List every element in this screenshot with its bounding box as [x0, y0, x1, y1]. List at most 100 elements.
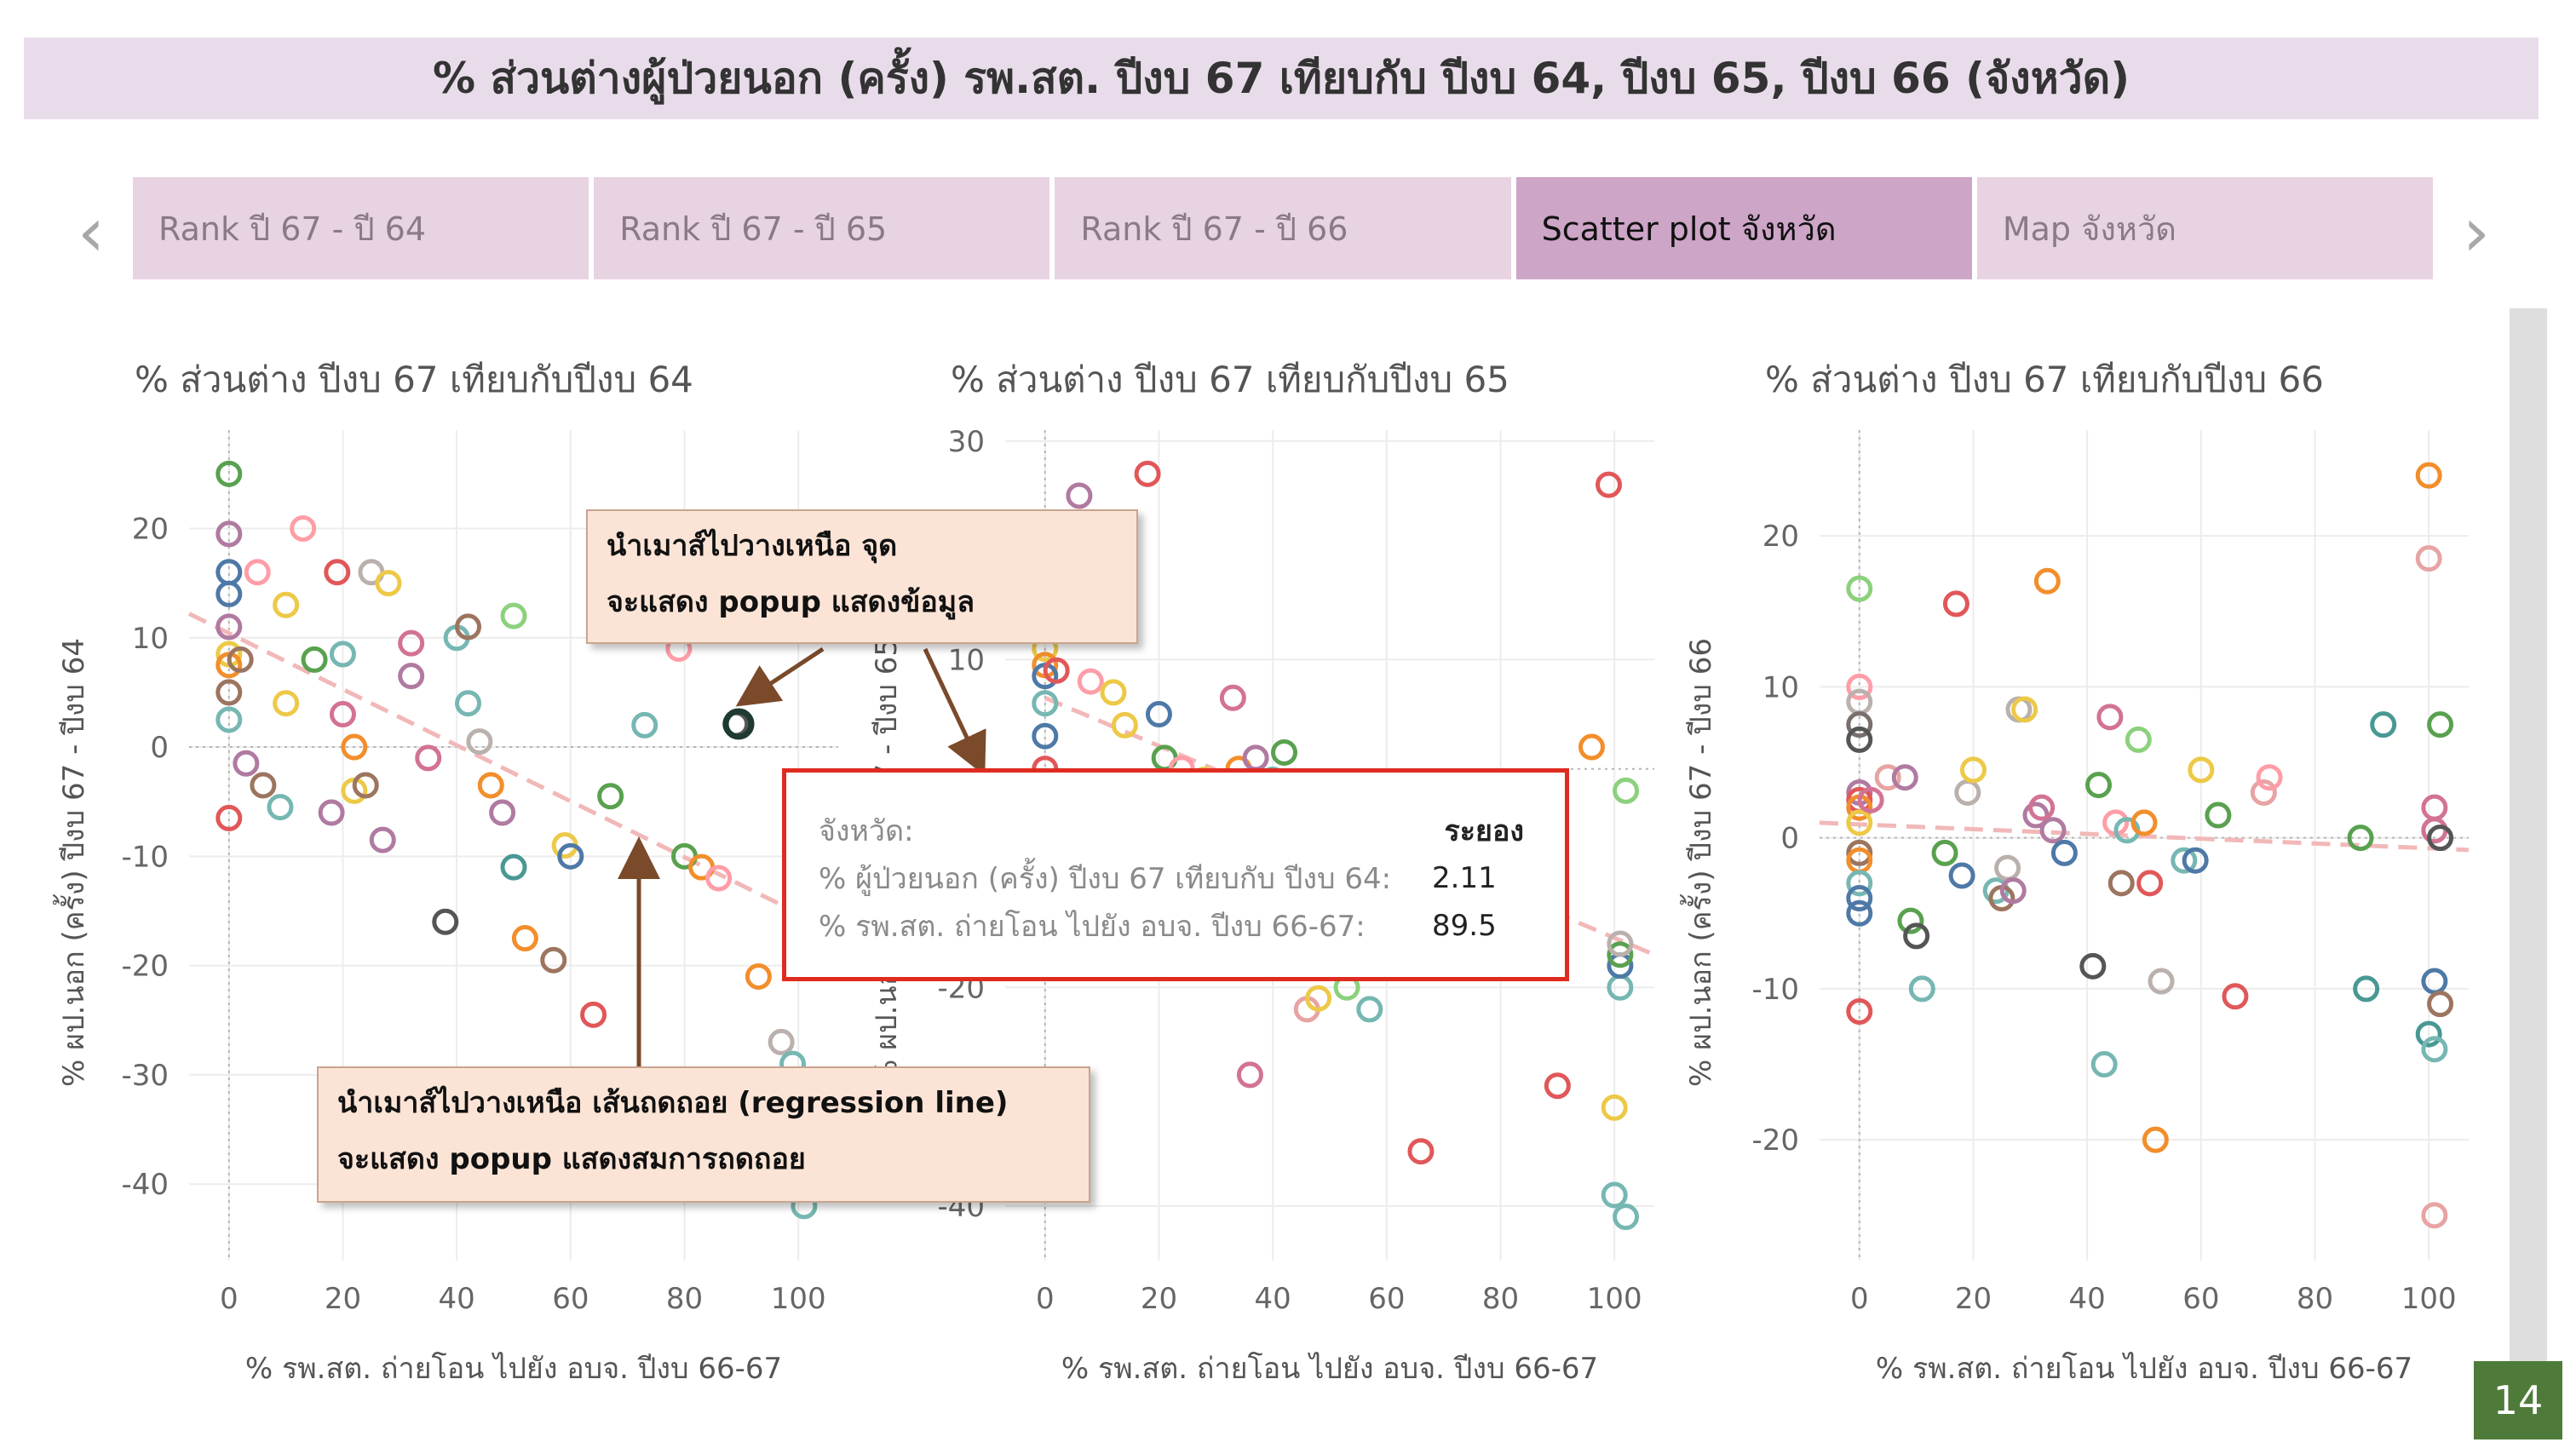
data-point	[250, 772, 277, 799]
data-point	[432, 908, 459, 935]
next-arrow-icon[interactable]: ›	[2463, 192, 2490, 272]
point-callout-line1: นำเมาส์ไปวางเหนือ จุด	[607, 529, 898, 563]
data-point	[2085, 772, 2113, 799]
x-axis-label: % รพ.สต. ถ่ายโอน ไปยัง อบจ. ปีงบ 66-67	[1876, 1352, 2412, 1386]
data-point	[2142, 1126, 2169, 1153]
data-point	[768, 1028, 795, 1055]
data-point	[2256, 764, 2283, 791]
data-point	[597, 783, 624, 810]
data-point	[369, 826, 396, 853]
data-point	[2148, 968, 2175, 995]
data-point	[273, 690, 300, 717]
tab-rank-67-65[interactable]: Rank ปี 67 - ปี 65	[594, 177, 1050, 279]
regression-line	[1819, 820, 2470, 853]
data-point	[466, 728, 493, 756]
x-tick-label: 40	[1255, 1282, 1291, 1316]
data-point	[1578, 733, 1605, 761]
data-point	[216, 804, 243, 831]
y-tick-label: 10	[1762, 670, 1799, 704]
data-point	[324, 559, 351, 586]
data-point	[2250, 779, 2277, 806]
data-point	[1931, 839, 1958, 866]
data-point	[455, 613, 482, 641]
data-point	[1236, 1061, 1263, 1089]
y-tick-label: -10	[121, 840, 169, 874]
tooltip-transfer-label: % รพ.สต. ถ่ายโอน ไปยัง อบจ. ปีงบ 66-67:	[819, 910, 1366, 944]
tooltip-row-opd: % ผู้ป่วยนอก (ครั้ง) ปีงบ 67 เทียบกับ ปี…	[819, 854, 1532, 902]
data-point	[2011, 696, 2038, 723]
data-point	[1846, 575, 1873, 602]
data-point	[1242, 744, 1269, 772]
data-point	[745, 962, 772, 990]
y-tick-label: 30	[948, 425, 985, 459]
tooltip-transfer-value: 89.5	[1432, 909, 1497, 943]
x-tick-label: 20	[325, 1282, 361, 1316]
data-point	[2107, 870, 2135, 897]
data-point	[540, 946, 567, 974]
data-point	[2222, 983, 2249, 1010]
data-point	[2415, 545, 2442, 572]
data-point	[216, 679, 243, 706]
data-point	[1613, 777, 1640, 804]
data-point	[1066, 482, 1093, 509]
tooltip-row-transfer: % รพ.สต. ถ่ายโอน ไปยัง อบจ. ปีงบ 66-67: …	[819, 902, 1532, 950]
x-tick-label: 100	[771, 1282, 826, 1316]
data-point	[216, 460, 243, 487]
data-point	[1544, 1072, 1571, 1100]
data-point	[477, 772, 504, 799]
data-point	[2415, 1020, 2442, 1048]
data-point	[1356, 996, 1383, 1023]
data-point	[273, 591, 300, 618]
x-tick-label: 40	[2069, 1282, 2106, 1316]
data-point	[1954, 779, 1981, 806]
x-tick-label: 80	[666, 1282, 703, 1316]
highlighted-point	[722, 708, 755, 740]
data-point	[1846, 726, 1873, 753]
data-point	[2427, 711, 2454, 738]
data-point	[2421, 794, 2448, 821]
regression-callout-line2: จะแสดง popup แสดงสมการถดถอย	[337, 1142, 806, 1176]
data-point	[2039, 817, 2067, 844]
data-point	[2427, 991, 2454, 1018]
tab-map[interactable]: Map จังหวัด	[1976, 177, 2434, 279]
regression-line	[187, 612, 840, 935]
previous-arrow-icon[interactable]: ‹	[78, 192, 105, 272]
data-point	[1145, 701, 1172, 728]
chart-title: % ส่วนต่าง ปีงบ 67 เทียบกับปีงบ 64	[135, 359, 693, 400]
data-point	[1846, 899, 1873, 927]
tooltip-opd-label: % ผู้ป่วยนอก (ครั้ง) ปีงบ 67 เทียบกับ ปี…	[819, 862, 1392, 896]
tab-rank-67-64[interactable]: Rank ปี 67 - ปี 64	[133, 177, 589, 279]
x-tick-label: 20	[1141, 1282, 1177, 1316]
tab-rank-67-66[interactable]: Rank ปี 67 - ปี 66	[1055, 177, 1511, 279]
page-title-banner: % ส่วนต่างผู้ป่วยนอก (ครั้ง) รพ.สต. ปีงบ…	[24, 37, 2539, 119]
data-point	[557, 842, 584, 870]
data-point	[1846, 870, 1873, 897]
data-point	[216, 613, 243, 641]
data-point	[352, 772, 379, 799]
data-point	[580, 1001, 607, 1028]
data-point	[1043, 657, 1070, 684]
data-point	[2125, 726, 2152, 753]
data-point	[2182, 847, 2209, 874]
data-point	[1903, 922, 1930, 950]
data-point	[1607, 941, 1634, 968]
data-point	[301, 646, 328, 673]
data-point	[1846, 673, 1873, 700]
data-point	[1305, 985, 1332, 1012]
data-point	[1596, 471, 1623, 498]
y-tick-label: -40	[121, 1168, 169, 1202]
vertical-scrollbar[interactable]	[2510, 308, 2547, 1382]
tab-bar: Rank ปี 67 - ปี 64 Rank ปี 67 - ปี 65 Ra…	[133, 177, 2434, 279]
data-point	[1942, 590, 1969, 618]
data-point	[1994, 854, 2021, 882]
data-point	[244, 559, 271, 586]
data-point	[1134, 460, 1161, 487]
tooltip-opd-value: 2.11	[1432, 861, 1497, 895]
data-point	[2171, 847, 2198, 874]
data-point	[1607, 930, 1634, 957]
data-point	[1891, 764, 1918, 791]
x-tick-label: 100	[1587, 1282, 1642, 1316]
data-point	[1100, 679, 1127, 706]
tab-scatter-plot[interactable]: Scatter plot จังหวัด	[1515, 177, 1972, 279]
